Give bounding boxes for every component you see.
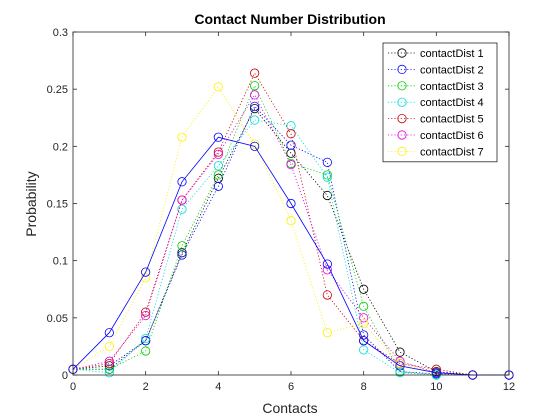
data-point bbox=[250, 139, 260, 149]
data-point bbox=[286, 198, 296, 209]
data-point bbox=[395, 368, 405, 378]
legend-marker bbox=[397, 64, 407, 75]
data-point bbox=[322, 172, 332, 182]
data-point bbox=[359, 330, 369, 340]
data-point bbox=[213, 132, 223, 142]
x-tick-label: 6 bbox=[288, 381, 294, 393]
legend-entry: contactDist 7 bbox=[420, 146, 484, 158]
data-point bbox=[359, 301, 369, 311]
data-point bbox=[141, 336, 151, 346]
y-tick-label: 0.3 bbox=[53, 27, 68, 39]
y-tick-label: 0 bbox=[62, 370, 68, 382]
data-point bbox=[177, 195, 187, 205]
data-point bbox=[250, 90, 260, 100]
x-tick-label: 10 bbox=[430, 381, 442, 393]
y-tick-label: 0.15 bbox=[47, 199, 68, 211]
data-point bbox=[213, 161, 223, 171]
y-tick-label: 0.25 bbox=[47, 84, 68, 96]
data-point bbox=[141, 333, 151, 344]
data-point bbox=[322, 190, 332, 201]
data-point bbox=[177, 241, 187, 251]
y-axis-label: Probability bbox=[23, 171, 39, 236]
legend-entry: contactDist 1 bbox=[420, 48, 484, 60]
data-point bbox=[104, 341, 114, 352]
series-line-2 bbox=[73, 105, 509, 376]
data-point bbox=[359, 313, 369, 323]
y-tick-label: 0.2 bbox=[53, 141, 68, 153]
legend-entry: contactDist 4 bbox=[420, 97, 484, 109]
data-point bbox=[250, 81, 260, 91]
legend-marker bbox=[397, 130, 407, 140]
data-point bbox=[104, 358, 114, 369]
axes: 0 2 4 6 8 10 12 0 0.05 0.1 0.15 0.2 0.25 0.3 bbox=[47, 27, 516, 393]
data-point bbox=[395, 358, 405, 369]
legend-entry: contactDist 2 bbox=[420, 64, 484, 76]
data-point bbox=[359, 336, 369, 346]
y-tick-label: 0.05 bbox=[47, 313, 68, 325]
data-point bbox=[322, 259, 332, 269]
data-point bbox=[359, 345, 369, 355]
data-point bbox=[104, 328, 114, 338]
data-point bbox=[141, 310, 151, 321]
legend-marker bbox=[397, 146, 407, 156]
data-point bbox=[250, 104, 260, 114]
data-point bbox=[177, 132, 187, 142]
legend: contactDist 1 contactDist 2 contactDist 3 c… bbox=[382, 42, 498, 163]
legend-marker bbox=[397, 97, 407, 107]
x-tick-label: 0 bbox=[70, 381, 76, 393]
legend-marker bbox=[397, 81, 407, 91]
data-point bbox=[213, 147, 223, 157]
data-point bbox=[213, 170, 223, 180]
data-point bbox=[359, 284, 369, 294]
data-point bbox=[322, 170, 332, 180]
data-point bbox=[359, 318, 369, 329]
data-point bbox=[395, 361, 405, 371]
data-point bbox=[431, 368, 441, 378]
chart-title: Contact Number Distribution bbox=[194, 11, 385, 27]
data-point bbox=[141, 267, 151, 277]
data-point bbox=[177, 250, 187, 260]
y-tick-label: 0.1 bbox=[53, 256, 68, 268]
data-point bbox=[322, 290, 332, 300]
legend-entry: contactDist 5 bbox=[420, 114, 484, 126]
x-tick-label: 2 bbox=[143, 381, 149, 393]
legend-entry: contactDist 6 bbox=[420, 130, 484, 142]
data-point bbox=[213, 149, 223, 159]
data-point bbox=[322, 328, 332, 338]
data-point bbox=[286, 216, 296, 226]
data-point bbox=[286, 160, 296, 170]
data-point bbox=[177, 204, 187, 214]
x-tick-label: 4 bbox=[215, 381, 221, 393]
data-point bbox=[141, 346, 151, 356]
data-point bbox=[286, 129, 296, 139]
x-tick-label: 8 bbox=[361, 381, 367, 393]
data-point bbox=[286, 140, 296, 150]
series-line-5 bbox=[72, 72, 509, 376]
data-point bbox=[250, 141, 260, 151]
legend-marker bbox=[397, 114, 407, 124]
data-point bbox=[141, 273, 151, 283]
data-point bbox=[104, 356, 114, 366]
data-point bbox=[177, 248, 187, 258]
data-point bbox=[141, 307, 151, 317]
legend-entry: contactDist 3 bbox=[420, 81, 484, 93]
x-axis-label: Contacts bbox=[262, 400, 317, 416]
data-point bbox=[250, 68, 260, 78]
x-tick-label: 12 bbox=[503, 381, 515, 393]
series-line-6 bbox=[72, 94, 509, 376]
series-line-3 bbox=[73, 84, 509, 376]
data-point bbox=[104, 368, 114, 378]
data-point bbox=[322, 157, 332, 167]
data-point bbox=[395, 347, 405, 357]
data-point bbox=[177, 177, 187, 187]
data-point bbox=[213, 82, 223, 92]
series-line-4 bbox=[72, 119, 509, 376]
data-point bbox=[322, 265, 332, 275]
data-point bbox=[213, 181, 223, 191]
legend-marker bbox=[397, 48, 407, 58]
data-point bbox=[250, 101, 260, 111]
series-line-1 bbox=[72, 107, 509, 376]
data-point bbox=[250, 115, 260, 125]
